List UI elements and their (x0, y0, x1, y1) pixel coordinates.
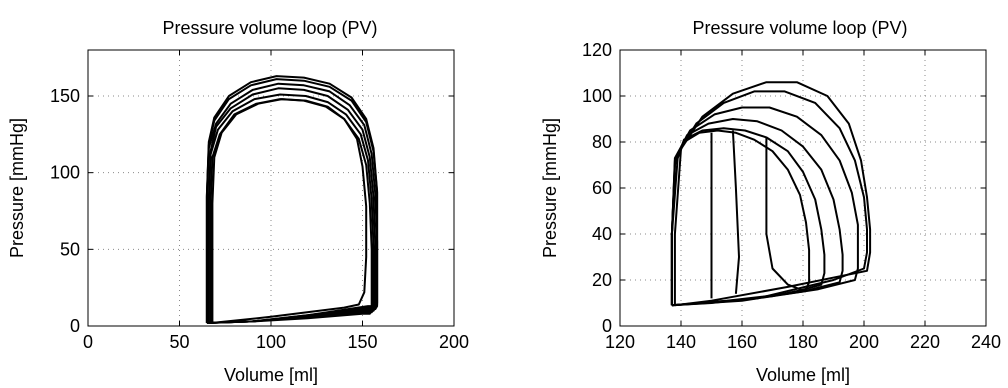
pv-loop-line (207, 93, 375, 324)
y-tick-label: 60 (592, 178, 612, 198)
x-tick-label: 160 (727, 332, 757, 352)
y-tick-label: 100 (582, 86, 612, 106)
pv-loop-line (673, 81, 872, 307)
x-tick-label: 180 (788, 332, 818, 352)
chart-title: Pressure volume loop (PV) (692, 18, 907, 38)
pv-loop-line (670, 106, 859, 307)
pv-loop-line (731, 130, 740, 294)
x-tick-label: 150 (347, 332, 377, 352)
x-axis-label: Volume [ml] (756, 365, 850, 385)
x-tick-label: 0 (83, 332, 93, 352)
chart-title: Pressure volume loop (PV) (162, 18, 377, 38)
x-tick-label: 200 (439, 332, 469, 352)
y-tick-label: 150 (50, 86, 80, 106)
tick-group: 120 140 160 180 200 220 240 0 20 40 60 80 100 120 (582, 40, 1001, 352)
x-tick-label: 220 (910, 332, 940, 352)
y-tick-label: 20 (592, 270, 612, 290)
y-tick-label: 40 (592, 224, 612, 244)
y-tick-label: 0 (602, 316, 612, 336)
x-tick-label: 140 (666, 332, 696, 352)
pv-loop-line (765, 137, 807, 293)
y-axis-label: Pressure [mmHg] (540, 118, 560, 258)
pv-loop-line (205, 75, 379, 324)
x-tick-label: 100 (256, 332, 286, 352)
series-group (205, 75, 379, 324)
y-tick-label: 120 (582, 40, 612, 60)
x-tick-label: 120 (605, 332, 635, 352)
y-tick-label: 80 (592, 132, 612, 152)
y-tick-label: 50 (60, 239, 80, 259)
y-axis-label: Pressure [mmHg] (7, 118, 27, 258)
pv-loop-line (205, 82, 379, 324)
y-tick-label: 0 (70, 316, 80, 336)
tick-group: 0 50 100 150 200 0 50 100 150 (50, 50, 469, 352)
x-tick-label: 50 (169, 332, 189, 352)
y-tick-label: 100 (50, 163, 80, 183)
pv-loop-line (209, 98, 373, 324)
x-tick-label: 200 (849, 332, 879, 352)
pv-chart-right: Pressure volume loop (PV) 120 140 160 180 20… (540, 18, 1001, 385)
pv-chart-left: Pressure volume loop (PV) 0 50 100 150 200 0 5… (7, 18, 469, 385)
series-group (670, 81, 872, 307)
plot-area (88, 50, 454, 326)
pv-loop-line (211, 98, 368, 324)
pv-loop-line (207, 87, 377, 324)
x-tick-label: 240 (971, 332, 1001, 352)
x-axis-label: Volume [ml] (224, 365, 318, 385)
